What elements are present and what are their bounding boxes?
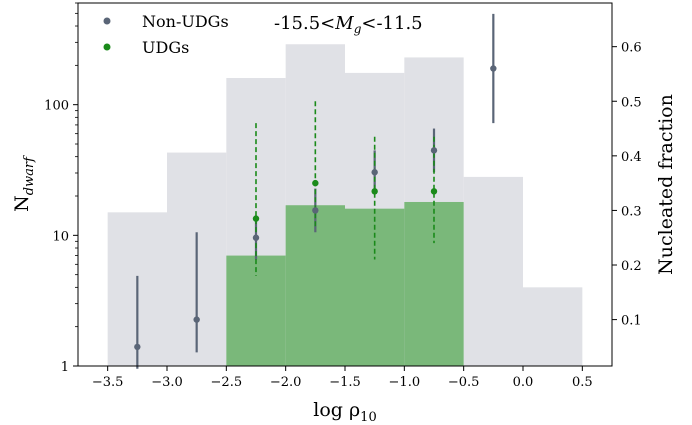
x-tick-label-2: −2.5: [211, 375, 243, 390]
nonudg-point-0: [134, 343, 141, 351]
hist-nonudg-bar-6: [463, 176, 523, 366]
y-left-axis-label-subscript: dwarf: [22, 155, 37, 195]
y-left-axis-label: Ndwarf: [11, 155, 37, 212]
legend-label-udgs: UDGs: [142, 38, 189, 57]
y-left-tick-label-1: 10: [52, 229, 69, 244]
x-tick-label-4: −1.5: [329, 375, 361, 390]
hist-udg-bar-0: [226, 255, 286, 366]
annotation-subscript: g: [354, 22, 362, 36]
y-right-axis-ticks: 0.1 0.2 0.3 0.4 0.5 0.6: [612, 41, 642, 329]
x-tick-label-7: 0.0: [513, 375, 534, 390]
udg-point-1: [312, 179, 319, 187]
x-axis-label: log ρ10: [313, 399, 376, 425]
x-tick-label-3: −2.0: [270, 375, 302, 390]
legend-label-non-udgs: Non-UDGs: [142, 12, 229, 31]
y-left-axis-ticks: 1 10 100: [44, 2, 78, 375]
legend-marker-non-udgs: [103, 17, 111, 25]
y-left-tick-label-2: 100: [44, 99, 69, 114]
nonudg-point-4: [371, 169, 378, 176]
udg-point-2: [371, 188, 378, 195]
nonudg-point-6: [490, 65, 497, 72]
x-tick-label-1: −3.0: [151, 375, 183, 390]
y-right-tick-label-5: 0.6: [621, 41, 642, 56]
x-tick-label-0: −3.5: [92, 375, 124, 390]
nonudg-point-3: [312, 207, 319, 214]
x-axis-label-base: log ρ: [313, 399, 360, 421]
udg-point-3: [430, 188, 438, 195]
hist-udg-bar-2: [345, 208, 405, 366]
nonudg-point-1: [193, 316, 200, 323]
annotation-variable: M: [334, 13, 354, 34]
y-right-tick-label-1: 0.2: [621, 259, 642, 274]
y-right-tick-label-0: 0.1: [621, 314, 642, 329]
legend-marker-udgs: [103, 43, 111, 51]
x-axis-ticks: −3.5 −3.0 −2.5 −2.0 −1.5 −1.0 −0.5 0.0 0.5: [92, 366, 593, 390]
x-tick-label-8: 0.5: [572, 375, 593, 390]
y-right-axis-label: Nucleated fraction: [655, 94, 677, 275]
magnitude-range-annotation: -15.5<Mg<-11.5: [274, 13, 423, 36]
nonudg-point-2: [252, 234, 260, 241]
annotation-suffix: <-11.5: [361, 13, 422, 34]
x-tick-label-5: −1.0: [389, 375, 421, 390]
annotation-prefix: -15.5<: [274, 13, 335, 34]
x-axis-label-subscript: 10: [360, 410, 377, 425]
y-left-axis-label-base: N: [11, 195, 33, 212]
y-right-tick-label-2: 0.3: [621, 204, 642, 219]
y-right-tick-label-4: 0.5: [621, 95, 642, 110]
y-right-tick-label-3: 0.4: [621, 150, 642, 165]
point-layer: [134, 65, 497, 351]
legend: Non-UDGs UDGs: [103, 12, 229, 57]
histogram-layer: [107, 44, 583, 367]
y-left-tick-label-0: 1: [61, 360, 69, 375]
udg-point-0: [252, 215, 260, 222]
nonudg-point-5: [430, 147, 438, 154]
x-tick-label-6: −0.5: [448, 375, 480, 390]
hist-nonudg-bar-7: [523, 287, 583, 366]
